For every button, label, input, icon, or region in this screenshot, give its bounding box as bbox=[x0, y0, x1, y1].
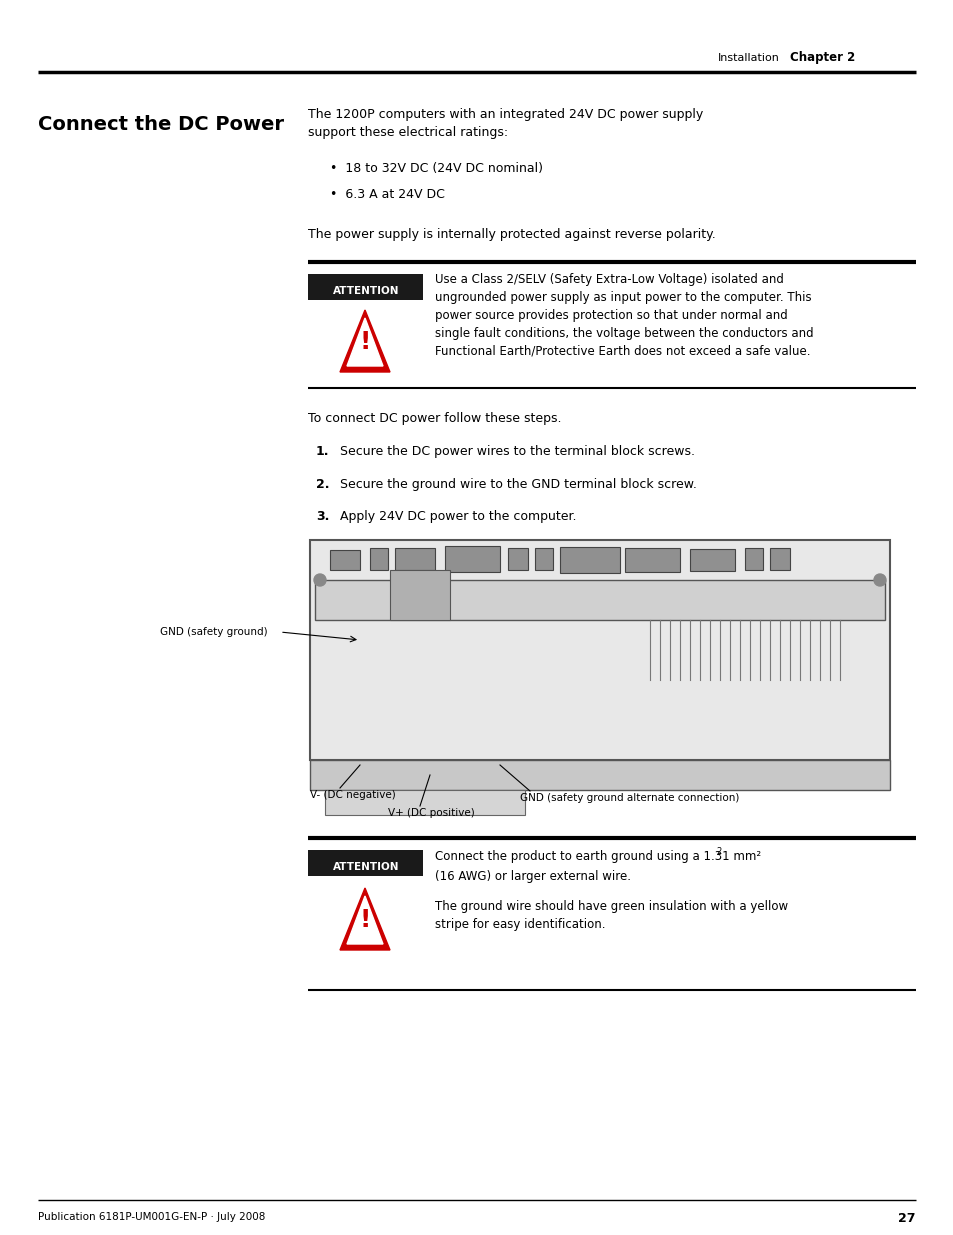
Bar bbox=[624, 548, 679, 572]
Text: To connect DC power follow these steps.: To connect DC power follow these steps. bbox=[308, 412, 561, 425]
Polygon shape bbox=[347, 897, 382, 944]
Text: !: ! bbox=[359, 908, 371, 932]
Bar bbox=[507, 548, 527, 571]
Bar bbox=[444, 546, 499, 572]
Text: 2.: 2. bbox=[315, 478, 329, 492]
Text: GND (safety ground alternate connection): GND (safety ground alternate connection) bbox=[519, 793, 739, 803]
Polygon shape bbox=[347, 317, 382, 366]
Text: 27: 27 bbox=[898, 1212, 915, 1225]
Bar bbox=[308, 274, 422, 300]
Text: Secure the DC power wires to the terminal block screws.: Secure the DC power wires to the termina… bbox=[339, 445, 695, 458]
Polygon shape bbox=[339, 310, 390, 372]
Text: V+ (DC positive): V+ (DC positive) bbox=[388, 808, 475, 818]
Bar bbox=[370, 548, 388, 571]
Text: Use a Class 2/SELV (Safety Extra-Low Voltage) isolated and
ungrounded power supp: Use a Class 2/SELV (Safety Extra-Low Vol… bbox=[435, 273, 813, 358]
Text: ATTENTION: ATTENTION bbox=[333, 862, 399, 872]
Bar bbox=[325, 790, 524, 815]
Bar bbox=[310, 760, 889, 790]
Text: Chapter 2: Chapter 2 bbox=[789, 52, 854, 64]
Bar bbox=[769, 548, 789, 571]
Text: Secure the ground wire to the GND terminal block screw.: Secure the ground wire to the GND termin… bbox=[339, 478, 696, 492]
Text: 1.: 1. bbox=[315, 445, 329, 458]
Bar bbox=[390, 571, 450, 620]
Text: The 1200P computers with an integrated 24V DC power supply
support these electri: The 1200P computers with an integrated 2… bbox=[308, 107, 702, 140]
Circle shape bbox=[873, 574, 885, 585]
Text: Installation: Installation bbox=[718, 53, 780, 63]
Bar bbox=[310, 540, 889, 760]
Bar bbox=[744, 548, 762, 571]
Text: Apply 24V DC power to the computer.: Apply 24V DC power to the computer. bbox=[339, 510, 576, 522]
Text: •  18 to 32V DC (24V DC nominal): • 18 to 32V DC (24V DC nominal) bbox=[330, 162, 542, 175]
Bar bbox=[535, 548, 553, 571]
Bar bbox=[689, 550, 734, 571]
Text: ATTENTION: ATTENTION bbox=[333, 287, 399, 296]
Bar bbox=[559, 547, 619, 573]
Text: GND (safety ground): GND (safety ground) bbox=[160, 627, 268, 637]
Text: 3.: 3. bbox=[315, 510, 329, 522]
Text: •  6.3 A at 24V DC: • 6.3 A at 24V DC bbox=[330, 188, 444, 201]
Text: Connect the DC Power: Connect the DC Power bbox=[38, 115, 284, 135]
Text: The ground wire should have green insulation with a yellow
stripe for easy ident: The ground wire should have green insula… bbox=[435, 900, 787, 931]
Text: !: ! bbox=[359, 330, 371, 354]
Bar bbox=[395, 548, 435, 571]
Text: (16 AWG) or larger external wire.: (16 AWG) or larger external wire. bbox=[435, 869, 630, 883]
Text: V- (DC negative): V- (DC negative) bbox=[310, 790, 395, 800]
Text: 2: 2 bbox=[716, 847, 720, 856]
Text: The power supply is internally protected against reverse polarity.: The power supply is internally protected… bbox=[308, 228, 715, 241]
Bar bbox=[308, 850, 422, 876]
Bar bbox=[330, 550, 359, 571]
Text: Publication 6181P-UM001G-EN-P · July 2008: Publication 6181P-UM001G-EN-P · July 200… bbox=[38, 1212, 265, 1221]
Polygon shape bbox=[339, 888, 390, 950]
Text: Connect the product to earth ground using a 1.31 mm²: Connect the product to earth ground usin… bbox=[435, 850, 760, 863]
Circle shape bbox=[314, 574, 326, 585]
Bar bbox=[314, 580, 884, 620]
